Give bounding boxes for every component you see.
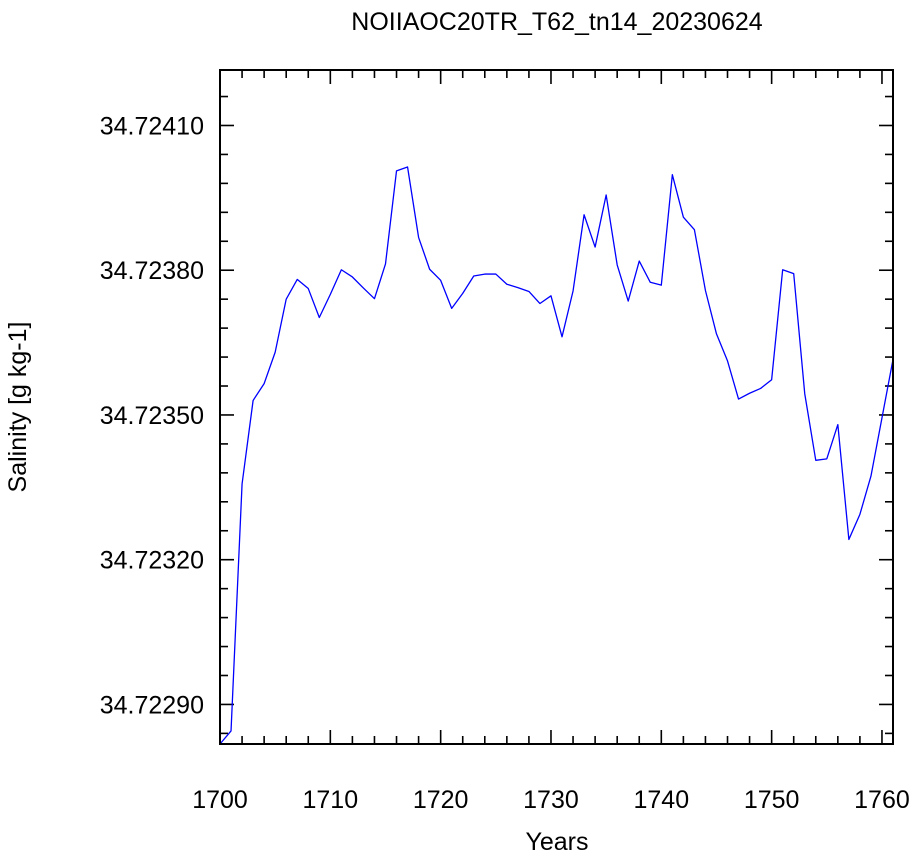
y-axis-label: Salinity [g kg-1]	[4, 322, 32, 493]
axis-ticks	[219, 70, 893, 744]
tick-labels: 1700 1710 1720 1730 1740 1750 1760 34.72290 34.7…	[100, 112, 910, 814]
x-tick-label: 1710	[303, 786, 359, 814]
salinity-series-line	[219, 166, 894, 745]
x-axis-label: Years	[525, 828, 588, 856]
x-tick-label: 1700	[192, 786, 248, 814]
data-series	[219, 166, 894, 745]
y-tick-label: 34.72290	[100, 691, 204, 719]
y-tick-label: 34.72320	[100, 547, 204, 575]
chart-title: NOIIAOC20TR_T62_tn14_20230624	[351, 8, 762, 36]
plot-frame	[219, 69, 894, 745]
y-tick-label: 34.72380	[100, 257, 204, 285]
x-tick-label: 1730	[523, 786, 579, 814]
x-tick-label: 1750	[744, 786, 800, 814]
x-tick-label: 1740	[633, 786, 689, 814]
y-tick-label: 34.72410	[100, 112, 204, 140]
x-tick-label: 1760	[854, 786, 910, 814]
x-tick-label: 1720	[413, 786, 469, 814]
y-tick-label: 34.72350	[100, 402, 204, 430]
